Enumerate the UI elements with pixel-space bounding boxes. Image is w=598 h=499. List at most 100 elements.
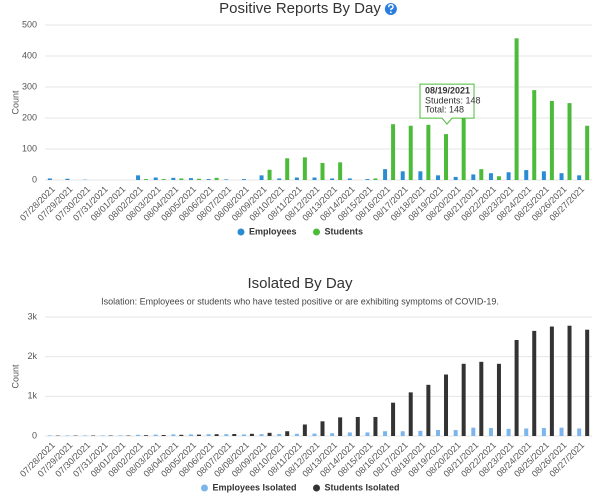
y-tick-label: 300 xyxy=(22,81,37,91)
bar xyxy=(524,170,529,180)
bar xyxy=(559,173,564,180)
bar xyxy=(153,434,158,436)
bar xyxy=(320,162,325,180)
bar xyxy=(444,374,449,436)
bar xyxy=(444,134,449,180)
legend: Employees Isolated Students Isolated xyxy=(200,482,400,492)
bar xyxy=(83,435,88,436)
bar xyxy=(577,428,582,436)
bar xyxy=(532,90,537,180)
bar xyxy=(206,179,211,180)
bar xyxy=(541,428,546,436)
bar xyxy=(453,430,458,436)
bar xyxy=(161,435,166,436)
bar xyxy=(461,363,466,436)
bar xyxy=(214,434,219,436)
bar xyxy=(100,435,105,436)
bar xyxy=(259,434,264,436)
bar xyxy=(171,177,176,180)
bar xyxy=(338,417,343,436)
bar xyxy=(549,326,554,436)
bar xyxy=(330,433,335,436)
bar xyxy=(136,175,141,180)
bar xyxy=(453,176,458,180)
bar xyxy=(506,172,511,180)
bar xyxy=(355,416,360,436)
bar xyxy=(549,100,554,180)
legend: Employees Students xyxy=(237,226,363,236)
bar xyxy=(436,430,441,436)
bar xyxy=(224,179,229,180)
legend-marker xyxy=(200,484,208,492)
bar xyxy=(259,175,264,180)
bar xyxy=(347,432,352,436)
bar xyxy=(408,125,413,180)
y-tick-label: 3k xyxy=(27,311,37,321)
bar xyxy=(267,432,272,436)
bar xyxy=(320,421,325,436)
bar xyxy=(373,178,378,180)
y-axis-label: Count xyxy=(10,364,20,389)
bar xyxy=(532,330,537,436)
bar xyxy=(249,433,254,436)
bar xyxy=(418,430,423,436)
bar xyxy=(391,402,396,436)
bar xyxy=(365,179,370,180)
legend-label: Students Isolated xyxy=(325,482,400,492)
bar xyxy=(232,434,237,436)
bar xyxy=(171,434,176,436)
bar xyxy=(65,435,70,436)
bar xyxy=(408,392,413,436)
bar xyxy=(47,178,52,180)
y-tick-label: 1k xyxy=(27,391,37,401)
bar xyxy=(277,178,282,180)
bar xyxy=(426,124,431,180)
bar xyxy=(585,329,590,436)
bar xyxy=(436,175,441,180)
bar xyxy=(400,431,405,436)
bar xyxy=(65,178,70,180)
y-tick-label: 2k xyxy=(27,351,37,361)
y-tick-label: 500 xyxy=(22,19,37,29)
bar xyxy=(418,171,423,180)
bar xyxy=(224,434,229,436)
bar xyxy=(338,162,343,180)
legend-marker xyxy=(313,484,321,492)
bar xyxy=(461,118,466,180)
tooltip-box xyxy=(419,83,475,125)
bar xyxy=(241,179,246,180)
tooltip-line: Students: 148 xyxy=(425,95,481,105)
bar xyxy=(206,434,211,436)
bar xyxy=(541,171,546,180)
bar xyxy=(496,363,501,436)
bar xyxy=(496,176,501,180)
bar xyxy=(302,157,307,180)
bar xyxy=(285,158,290,180)
bar xyxy=(383,169,388,180)
bar xyxy=(471,427,476,436)
bar xyxy=(294,177,299,180)
bar xyxy=(188,434,193,436)
y-tick-label: 0 xyxy=(32,174,37,184)
bar xyxy=(153,177,158,180)
y-tick-label: 0 xyxy=(32,430,37,440)
bar xyxy=(488,173,493,180)
legend-label: Employees Isolated xyxy=(212,482,296,492)
bar xyxy=(285,431,290,436)
tooltip-line: Total: 148 xyxy=(425,104,464,114)
bar xyxy=(391,124,396,180)
y-axis-label: Count xyxy=(10,90,20,115)
bar xyxy=(118,435,123,436)
bar xyxy=(47,435,52,436)
y-tick-label: 100 xyxy=(22,143,37,153)
bar xyxy=(488,428,493,436)
help-icon-glyph xyxy=(387,3,394,11)
bar xyxy=(161,179,166,180)
bar xyxy=(294,433,299,436)
bar xyxy=(277,434,282,436)
legend-label: Students xyxy=(325,226,364,236)
legend-marker xyxy=(313,228,321,236)
bar xyxy=(383,431,388,436)
